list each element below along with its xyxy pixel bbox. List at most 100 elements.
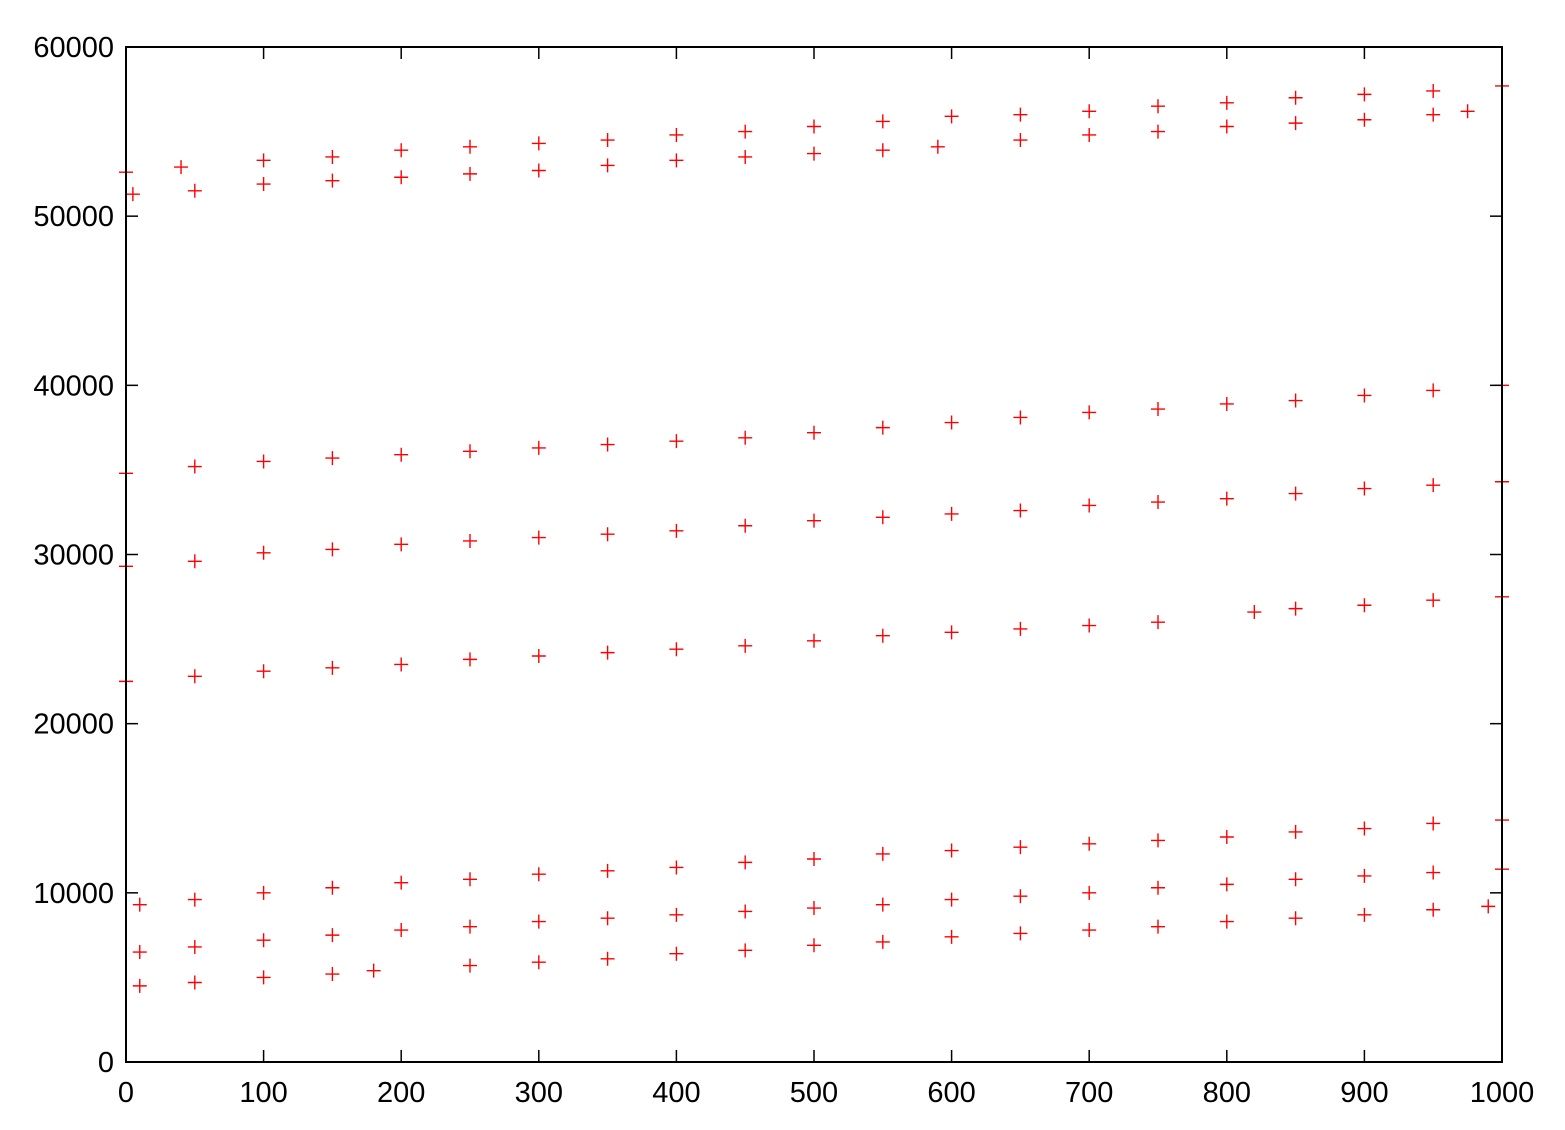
data-point <box>1082 127 1097 142</box>
data-point <box>669 523 684 538</box>
data-point <box>1219 491 1234 506</box>
data-point <box>669 907 684 922</box>
data-point <box>132 945 147 960</box>
data-point <box>463 872 477 887</box>
data-point <box>1357 821 1372 836</box>
data-point <box>187 183 202 198</box>
data-point <box>600 158 615 173</box>
data-point <box>256 885 271 900</box>
data-point <box>1082 923 1097 938</box>
data-point <box>944 843 959 858</box>
data-point <box>1426 83 1441 98</box>
data-point <box>1460 104 1475 119</box>
y-tick-label: 10000 <box>33 878 114 910</box>
data-point <box>807 119 821 134</box>
data-point <box>1426 383 1441 398</box>
data-point <box>531 649 546 663</box>
data-point <box>394 447 409 462</box>
data-point <box>1151 833 1165 848</box>
data-point <box>531 440 546 455</box>
data-point <box>1151 402 1165 417</box>
data-point <box>463 166 477 181</box>
data-point <box>875 897 890 912</box>
data-point <box>325 542 340 557</box>
data-point <box>1288 486 1303 501</box>
data-point <box>1082 885 1097 900</box>
data-point <box>1481 899 1496 914</box>
data-point <box>1288 90 1303 105</box>
y-tick-label: 30000 <box>33 540 114 572</box>
data-point <box>738 149 753 164</box>
data-point <box>600 863 615 878</box>
data-point <box>807 938 821 953</box>
data-point <box>930 139 945 154</box>
data-point <box>807 425 821 440</box>
data-point <box>1151 124 1165 139</box>
data-point <box>187 459 202 474</box>
y-tick-label: 50000 <box>33 201 114 233</box>
data-point <box>463 139 477 154</box>
y-axis-ticks: 0 10000 20000 30000 40000 50000 60000 <box>33 32 1502 1079</box>
x-tick-label: 0 <box>118 1077 134 1109</box>
data-points <box>119 78 1509 993</box>
data-point <box>325 660 340 675</box>
data-point <box>1219 95 1234 110</box>
data-point <box>132 897 147 912</box>
data-point <box>1426 816 1441 831</box>
data-point <box>738 518 753 533</box>
data-point <box>187 892 202 907</box>
y-tick-label: 60000 <box>33 32 114 64</box>
data-point <box>325 880 340 895</box>
data-point <box>738 904 753 919</box>
data-point <box>738 855 753 870</box>
data-point <box>1151 919 1165 934</box>
data-point <box>256 177 271 192</box>
x-axis-ticks: 0 100 200 300 400 500 600 700 800 900 1000 <box>118 47 1534 1109</box>
x-tick-label: 700 <box>1065 1077 1113 1109</box>
data-point <box>600 911 615 926</box>
data-point <box>1082 104 1097 119</box>
data-point <box>1013 133 1028 148</box>
data-point <box>1426 865 1441 880</box>
data-point <box>669 153 684 168</box>
x-tick-label: 200 <box>377 1077 425 1109</box>
data-point <box>1013 107 1028 122</box>
data-point <box>325 149 340 164</box>
data-point <box>807 852 821 866</box>
data-point <box>1151 880 1165 895</box>
data-point <box>256 545 271 560</box>
x-tick-label: 500 <box>790 1077 838 1109</box>
data-point <box>394 923 409 938</box>
data-point <box>1219 914 1234 929</box>
data-point <box>738 124 753 139</box>
data-point <box>325 451 340 466</box>
data-point <box>463 533 477 548</box>
data-point <box>463 652 477 667</box>
data-point <box>1219 877 1234 892</box>
data-point <box>944 415 959 430</box>
data-point <box>531 867 546 882</box>
data-point <box>132 978 147 993</box>
y-tick-label: 0 <box>98 1047 114 1079</box>
data-point <box>531 163 546 178</box>
data-point <box>1288 824 1303 839</box>
series-3 <box>119 474 1509 574</box>
data-point <box>531 955 546 970</box>
data-point <box>1013 840 1028 855</box>
data-point <box>531 136 546 151</box>
data-point <box>738 638 753 653</box>
data-point <box>875 628 890 643</box>
data-point <box>875 143 890 158</box>
data-point <box>875 420 890 435</box>
data-point <box>187 554 202 569</box>
x-tick-label: 900 <box>1340 1077 1388 1109</box>
data-point <box>325 967 340 982</box>
data-point <box>174 160 189 175</box>
data-point <box>738 943 753 958</box>
data-point <box>463 444 477 459</box>
data-point <box>807 901 821 916</box>
data-point <box>394 170 409 185</box>
data-point <box>1247 605 1262 620</box>
data-point <box>463 958 477 973</box>
data-point <box>669 642 684 657</box>
